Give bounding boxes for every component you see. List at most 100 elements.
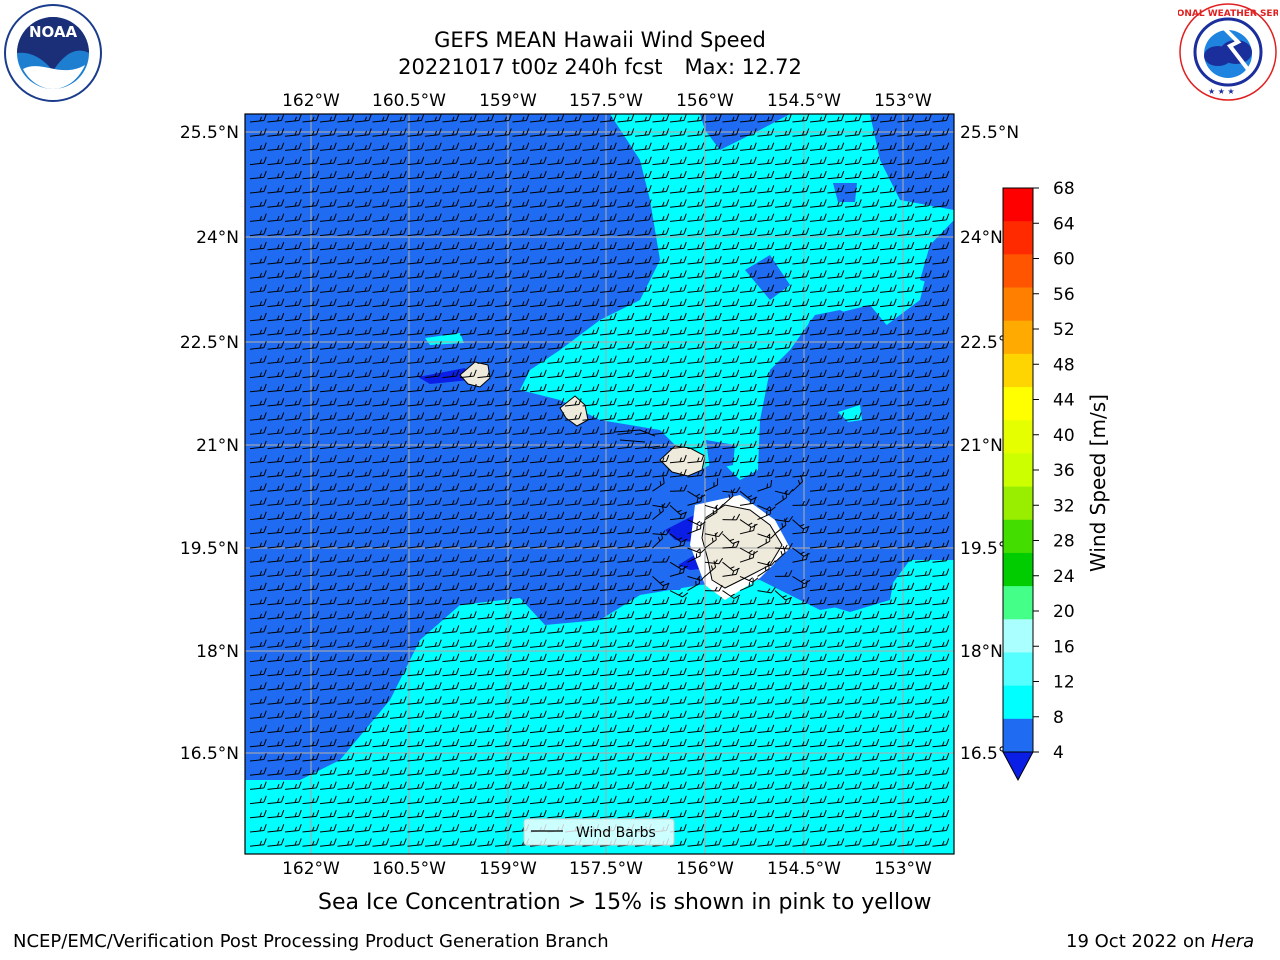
wind-barb xyxy=(634,369,652,379)
wind-barb xyxy=(809,298,827,308)
wind-barb xyxy=(249,341,267,350)
wind-barb xyxy=(319,199,337,208)
wind-barb xyxy=(932,256,950,265)
wind-barb xyxy=(319,412,337,421)
wind-barb xyxy=(494,412,512,421)
wind-barb xyxy=(494,341,512,350)
wind-barb xyxy=(407,156,425,166)
wind-barb xyxy=(669,327,687,336)
wind-barb xyxy=(407,412,425,421)
wind-barb xyxy=(529,312,547,322)
wind-barb xyxy=(879,312,897,322)
wind-barb xyxy=(389,312,407,322)
wind-barb xyxy=(617,199,635,208)
wind-barb xyxy=(722,383,740,393)
colorbar-extend xyxy=(1002,751,1034,782)
wind-barb xyxy=(652,227,670,237)
wind-barb xyxy=(424,284,442,293)
wind-barb xyxy=(477,312,495,322)
wind-barb xyxy=(459,327,477,336)
wind-barb xyxy=(827,213,845,222)
wind-barb xyxy=(529,412,547,421)
wind-barb xyxy=(809,398,827,407)
wind-barb xyxy=(354,454,372,464)
wind-barb xyxy=(319,298,337,308)
wind-barb xyxy=(722,156,740,166)
wind-barb xyxy=(529,213,547,222)
wind-barb xyxy=(512,142,530,151)
colorbar-tick: 60 xyxy=(1053,250,1075,270)
wind-barb xyxy=(319,454,337,464)
wind-barb xyxy=(477,341,495,350)
wind-barb xyxy=(704,412,722,421)
wind-barb xyxy=(564,355,582,364)
wind-barb xyxy=(249,440,267,450)
wind-barb xyxy=(617,426,635,435)
wind-barb xyxy=(337,327,355,336)
wind-barb xyxy=(634,142,652,151)
wind-barb xyxy=(757,170,775,180)
wind-barb xyxy=(879,327,897,336)
wind-barb xyxy=(669,142,687,151)
wind-barb xyxy=(617,454,635,464)
wind-barb xyxy=(932,312,950,322)
wind-barb xyxy=(722,284,740,293)
wind-barb xyxy=(634,298,652,308)
wind-barb xyxy=(267,298,285,308)
wind-barb xyxy=(477,284,495,293)
wind-barb xyxy=(652,199,670,208)
wind-barb xyxy=(634,156,652,166)
wind-barb xyxy=(879,398,897,407)
wind-barb xyxy=(634,213,652,222)
wind-barb xyxy=(774,241,792,251)
wind-barb xyxy=(932,156,950,166)
wind-barb xyxy=(704,454,722,464)
wind-barb xyxy=(914,156,932,166)
colorbar-segment xyxy=(1003,287,1033,322)
wind-barb xyxy=(407,241,425,251)
wind-barb xyxy=(512,270,530,279)
wind-barb xyxy=(389,199,407,208)
wind-barb xyxy=(529,170,547,180)
wind-barb xyxy=(897,298,915,308)
footer-date: 19 Oct 2022 on xyxy=(1066,931,1212,952)
wind-barb xyxy=(669,114,687,123)
lat-label-left: 16.5°N xyxy=(180,744,239,764)
wind-barb xyxy=(459,454,477,464)
wind-barb xyxy=(774,185,792,194)
wind-barb xyxy=(774,454,792,464)
lon-label-bottom: 157.5°W xyxy=(569,859,643,879)
wind-barb xyxy=(512,369,530,379)
wind-barb xyxy=(424,355,442,364)
wind-barb xyxy=(739,383,757,393)
wind-barb xyxy=(704,128,722,137)
wind-barb xyxy=(477,170,495,180)
wind-barb xyxy=(389,327,407,336)
wind-barb xyxy=(284,170,302,180)
wind-barb xyxy=(547,170,565,180)
wind-barb xyxy=(879,341,897,350)
wind-barb xyxy=(722,185,740,194)
wind-barb xyxy=(267,128,285,137)
wind-barb xyxy=(757,241,775,251)
wind-barb xyxy=(337,298,355,308)
wind-barb xyxy=(337,355,355,364)
wind-barb xyxy=(582,312,600,322)
wind-barb xyxy=(284,469,302,478)
wind-barb xyxy=(687,383,705,393)
wind-barb xyxy=(599,142,617,151)
wind-barb xyxy=(512,412,530,421)
wind-barb xyxy=(302,327,320,336)
wind-barb xyxy=(669,298,687,308)
wind-barb xyxy=(617,383,635,393)
wind-barb xyxy=(862,199,880,208)
wind-barb xyxy=(669,241,687,251)
wind-barb xyxy=(704,298,722,308)
wind-barb xyxy=(809,440,827,450)
wind-barb xyxy=(564,312,582,322)
wind-barb xyxy=(442,412,460,421)
wind-barb xyxy=(564,213,582,222)
wind-barb xyxy=(827,369,845,379)
wind-barb xyxy=(757,412,775,421)
wind-barb xyxy=(529,454,547,464)
